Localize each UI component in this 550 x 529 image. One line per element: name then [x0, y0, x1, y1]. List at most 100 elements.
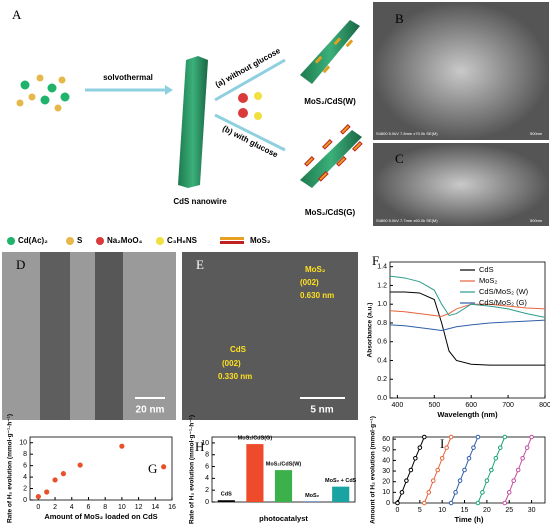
lattice-spacing: 0.630 nm — [300, 291, 334, 300]
y-tick-label: 0.4 — [377, 357, 387, 364]
panel-label: H — [195, 439, 204, 454]
legend-label: MoS₂ — [250, 236, 271, 245]
y-tick-label: 50 — [382, 447, 390, 454]
sem-scale: 500nm — [530, 218, 543, 223]
bar — [332, 486, 350, 502]
data-point — [421, 500, 427, 506]
y-tick-label: 0 — [23, 497, 27, 504]
data-point — [453, 490, 458, 495]
data-point — [448, 434, 454, 440]
y-tick-label: 60 — [382, 436, 390, 443]
data-point — [475, 434, 481, 440]
lattice-plane: (002) — [222, 359, 241, 368]
data-point — [52, 477, 58, 483]
data-point — [404, 478, 409, 483]
y-tick-label: 0 — [205, 499, 209, 506]
data-point — [435, 467, 441, 473]
x-tick-label: 16 — [168, 504, 176, 511]
plot-frame — [389, 261, 546, 399]
y-tick-label: 1.0 — [377, 301, 387, 308]
scheme-nanowire: CdS nanowire — [173, 197, 227, 206]
x-tick-label: 800 — [539, 402, 550, 409]
legend-label: C₃H₆NS — [167, 236, 198, 245]
x-tick-label: 8 — [103, 504, 107, 511]
y-tick-label: 4 — [205, 475, 209, 482]
y-axis-label: Absorbance (a.u.) — [367, 303, 374, 358]
scheme-step: solvothermal — [103, 73, 153, 82]
data-point — [480, 490, 485, 495]
bar — [274, 470, 293, 502]
bar-label: MoS₂ — [305, 493, 320, 499]
legend-label: CdS/MoS₂ (W) — [479, 287, 529, 296]
scheme-product-w: MoS₂/CdS(W) — [304, 97, 356, 106]
sem-info: S4800 5.0kV 7.8mm x70.0k SE(M) — [376, 131, 438, 136]
x-tick-label: 30 — [528, 507, 536, 514]
y-tick-label: 0.6 — [377, 339, 387, 346]
data-point — [524, 445, 530, 450]
y-tick-label: 10 — [382, 489, 390, 496]
data-point — [493, 455, 499, 461]
legend-label: CdS — [479, 265, 494, 274]
data-point — [161, 464, 167, 470]
x-tick-label: 600 — [465, 402, 477, 409]
x-tick-label: 12 — [135, 504, 143, 511]
y-tick-label: 10 — [19, 440, 27, 447]
panel-label: E — [196, 257, 204, 272]
scale-label: 5 nm — [310, 405, 333, 416]
y-tick-label: 0.0 — [377, 395, 387, 402]
data-point — [439, 455, 445, 461]
y-tick-label: 0.8 — [377, 320, 387, 327]
data-point — [511, 478, 517, 483]
y-tick-label: 2 — [23, 485, 27, 492]
data-point — [417, 445, 423, 450]
sem-image — [373, 2, 549, 140]
legend-label: S — [77, 236, 83, 245]
data-point — [413, 455, 418, 461]
x-axis-label: Time (h) — [454, 515, 484, 524]
scheme: A solvothermal CdS nanowire (a) without … — [12, 7, 363, 217]
data-point — [408, 467, 414, 473]
data-line — [389, 275, 546, 318]
data-point — [489, 467, 494, 473]
data-point — [399, 490, 405, 495]
data-point — [462, 467, 467, 473]
legend-label: Cd(Ac)₂ — [18, 236, 48, 245]
lattice-phase: MoS₂ — [305, 265, 326, 274]
bar-label: MoS₂/CdS(W) — [266, 462, 302, 468]
lattice-spacing: 0.330 nm — [218, 372, 252, 381]
data-point — [457, 478, 463, 483]
y-tick-label: 0.2 — [377, 376, 387, 383]
data-line — [390, 291, 545, 366]
data-point — [484, 478, 490, 483]
panel-label: F — [372, 253, 379, 268]
x-tick-label: 10 — [118, 504, 126, 511]
x-tick-label: 5 — [418, 507, 422, 514]
bar-label: CdS — [221, 492, 232, 498]
sem-scale: 500nm — [530, 131, 543, 136]
data-line — [389, 319, 546, 331]
plot-frame — [29, 436, 173, 501]
x-tick-label: 25 — [505, 507, 513, 514]
y-tick-label: 0 — [386, 500, 390, 507]
y-tick-label: 30 — [382, 468, 390, 475]
panel-label: I — [440, 436, 444, 451]
y-tick-label: 40 — [382, 457, 390, 464]
x-tick-label: 700 — [502, 402, 514, 409]
data-point — [506, 490, 512, 495]
bar-label: MoS₂ + CdS — [325, 478, 357, 484]
data-point — [444, 445, 449, 450]
y-tick-label: 2 — [205, 487, 209, 494]
bar — [303, 501, 321, 502]
y-tick-label: 4 — [23, 474, 27, 481]
tem-image — [2, 252, 176, 420]
x-tick-label: 0 — [396, 507, 400, 514]
y-tick-label: 6 — [205, 463, 209, 470]
bar — [246, 444, 264, 502]
data-point — [426, 490, 432, 495]
x-axis-label: Wavelength (nm) — [437, 410, 498, 419]
data-point — [448, 500, 454, 506]
x-axis-label: photocatalyst — [259, 514, 308, 523]
sem-info: S4800 5.0kV 7.7mm x60.0k SE(M) — [376, 218, 438, 223]
panel-label: C — [395, 151, 404, 166]
